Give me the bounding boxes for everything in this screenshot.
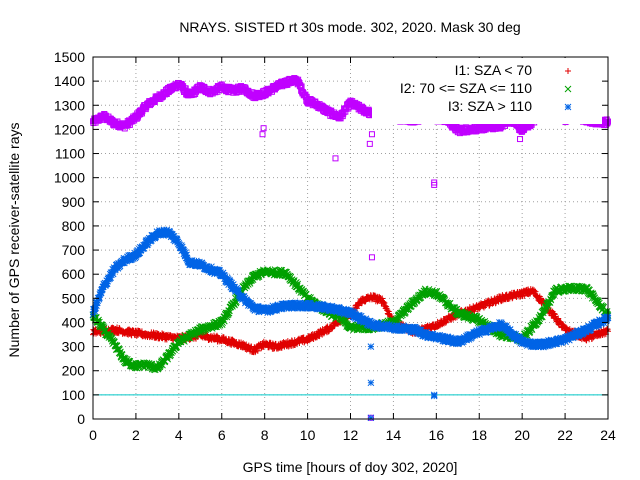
legend-label-i1: I1: SZA < 70: [455, 62, 533, 78]
x-tick-label: 4: [175, 427, 183, 443]
y-tick-label: 1500: [54, 49, 85, 65]
x-tick-label: 10: [300, 427, 316, 443]
y-tick-label: 1400: [54, 73, 85, 89]
y-tick-label: 1100: [55, 146, 85, 162]
outlier-point: [368, 131, 375, 138]
y-tick-label: 900: [62, 194, 86, 210]
x-tick-label: 8: [261, 427, 269, 443]
legend-label-i3: I3: SZA > 110: [448, 98, 532, 114]
y-tick-label: 600: [62, 266, 86, 282]
x-tick-label: 14: [386, 427, 402, 443]
y-tick-label: 1300: [54, 97, 85, 113]
y-tick-label: 0: [77, 411, 85, 427]
x-tick-label: 22: [557, 427, 573, 443]
outlier-point: [259, 131, 266, 138]
y-tick-label: 1200: [54, 121, 85, 137]
y-tick-label: 400: [62, 314, 86, 330]
y-axis-label: Number of GPS receiver-satellite rays: [6, 123, 22, 358]
outlier-point: [431, 181, 438, 188]
data-point: [248, 343, 255, 350]
x-tick-label: 18: [471, 427, 487, 443]
x-tick-label: 2: [132, 427, 140, 443]
outlier-point: [260, 125, 267, 132]
x-axis-label: GPS time [hours of doy 302, 2020]: [243, 459, 458, 475]
outlier-point: [366, 140, 373, 147]
outlier-point: [367, 379, 375, 387]
outlier-point: [517, 136, 524, 143]
x-tick-label: 12: [343, 427, 359, 443]
legend-marker: [564, 103, 572, 111]
y-tick-label: 300: [62, 339, 86, 355]
y-tick-label: 800: [62, 218, 86, 234]
outlier-point: [368, 254, 375, 261]
x-tick-label: 24: [600, 427, 616, 443]
y-tick-label: 1000: [54, 170, 85, 186]
legend-label-i2: I2: 70 <= SZA <= 110: [400, 80, 532, 96]
chart-title: NRAYS. SISTED rt 30s mode. 302, 2020. Ma…: [179, 19, 520, 35]
legend: I1: SZA < 70 I2: 70 <= SZA <= 110 I3: SZ…: [372, 58, 602, 124]
y-tick-label: 200: [62, 363, 86, 379]
outlier-point: [367, 414, 375, 422]
data-layer: [89, 75, 612, 422]
x-tick-label: 16: [429, 427, 445, 443]
outlier-point: [367, 343, 375, 350]
y-tick-label: 500: [62, 290, 86, 306]
x-tick-label: 0: [89, 427, 97, 443]
y-tick-label: 700: [62, 242, 86, 258]
y-tick-label: 100: [62, 387, 86, 403]
outlier-point: [430, 391, 438, 399]
x-tick-label: 20: [514, 427, 530, 443]
x-tick-label: 6: [218, 427, 226, 443]
outlier-point: [332, 155, 339, 162]
